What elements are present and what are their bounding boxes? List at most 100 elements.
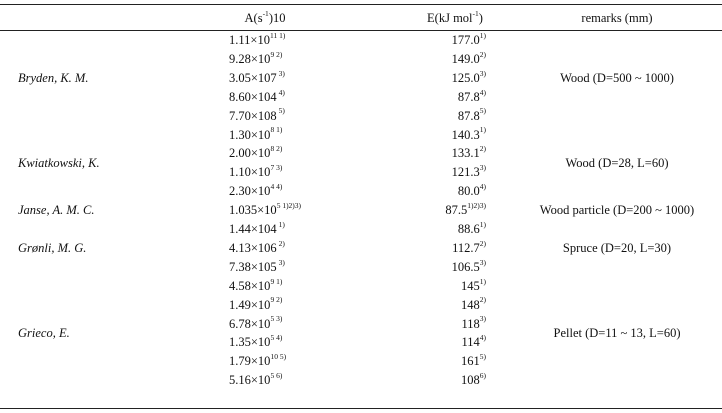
header-rule <box>0 30 722 31</box>
bottom-rule <box>0 408 722 409</box>
cell-e-value: 140.3 <box>451 127 480 142</box>
cell-e-value: 87.5 <box>445 203 468 218</box>
cell-a-sup: 3) <box>276 68 285 78</box>
cell-a-sup: 5 6) <box>270 371 283 381</box>
cell-e: 1183) <box>428 314 486 331</box>
cell-e-sup: 4) <box>479 182 486 192</box>
cell-e-sup: 3) <box>479 314 486 324</box>
header-col-a-main: A(s <box>244 11 263 25</box>
header-col-a-tail: )10 <box>268 11 286 25</box>
cell-e: 177.01) <box>428 32 486 47</box>
cell-a: 1.35×105 4) <box>229 334 282 349</box>
cell-e-sup: 1) <box>479 276 486 286</box>
cell-e-value: 114 <box>461 335 480 350</box>
cell-a-value: 1.10×10 <box>229 165 271 180</box>
top-rule <box>0 4 722 5</box>
remark-text: Wood particle (D=200 ~ 1000) <box>539 203 695 218</box>
cell-e-value: 161 <box>461 354 480 369</box>
author-name: Kwiatkowski, K. <box>18 155 100 170</box>
cell-a-sup: 4 4) <box>270 182 283 192</box>
cell-e-value: 148 <box>461 297 480 312</box>
author-name: Grieco, E. <box>18 325 70 340</box>
cell-a-value: 1.49×10 <box>229 297 271 312</box>
cell-e: 1086) <box>428 371 486 388</box>
cell-a-sup: 2) <box>276 238 285 248</box>
cell-e-value: 149.0 <box>451 51 480 66</box>
cell-e-sup: 1) <box>479 125 486 135</box>
remark-text: Pellet (D=11 ~ 13, L=60) <box>553 325 681 340</box>
cell-a: 1.44×104 1) <box>229 219 285 236</box>
header-col-a-sup: -1 <box>262 8 269 18</box>
author-name: Janse, A. M. C. <box>18 203 95 218</box>
cell-a: 5.16×105 6) <box>229 371 283 387</box>
cell-a: 1.49×109 2) <box>229 295 283 312</box>
cell-e-value: 108 <box>461 373 480 388</box>
header-col-a: A(s-1)10 <box>215 8 315 25</box>
cell-e-value: 80.0 <box>457 184 480 199</box>
cell-e-sup: 4) <box>479 87 486 97</box>
cell-e-value: 112.7 <box>452 240 480 255</box>
cell-e-value: 145 <box>461 278 480 293</box>
cell-a-value: 4.58×10 <box>229 278 271 293</box>
cell-e-value: 106.5 <box>451 259 480 274</box>
cell-a: 1.79×1010 5) <box>229 352 287 369</box>
cell-a-sup: 11 1) <box>269 30 286 40</box>
cell-e: 1482) <box>428 295 486 312</box>
cell-e-sup: 3) <box>479 257 486 267</box>
cell-a-value: 3.05×107 <box>229 70 277 85</box>
cell-a: 1.11×1011 1) <box>229 30 286 47</box>
cell-a-sup: 9 2) <box>270 295 283 305</box>
cell-a-sup: 5 1)2)3) <box>276 200 302 210</box>
cell-a-value: 6.78×10 <box>229 316 271 331</box>
cell-e-sup: 3) <box>479 163 486 173</box>
cell-a-sup: 9 1) <box>270 276 283 286</box>
cell-e: 88.61) <box>428 219 486 236</box>
cell-e: 121.33) <box>428 163 486 180</box>
cell-e-value: 88.6 <box>457 222 480 236</box>
cell-a-sup: 10 5) <box>270 352 287 362</box>
cell-e-value: 125.0 <box>451 70 480 85</box>
cell-a-sup: 8 2) <box>270 144 283 154</box>
cell-e-sup: 6) <box>479 371 486 381</box>
cell-a-sup: 5) <box>276 106 285 116</box>
cell-a: 2.00×108 2) <box>229 144 283 161</box>
cell-e: 87.85) <box>428 107 486 122</box>
cell-a-value: 2.00×10 <box>229 146 271 161</box>
cell-e-sup: 3) <box>479 68 486 78</box>
cell-e: 149.02) <box>428 50 486 66</box>
cell-a-sup: 5 3) <box>270 314 283 324</box>
cell-e-sup: 2) <box>479 295 486 305</box>
cell-e-value: 121.3 <box>451 165 480 180</box>
cell-e: 87.51)2)3) <box>428 202 486 218</box>
cell-e-value: 118 <box>461 316 480 331</box>
author-name: Bryden, K. M. <box>18 70 89 85</box>
header-col-e-main: E(kJ mol <box>427 11 473 25</box>
cell-e-value: 133.1 <box>451 146 480 161</box>
cell-a: 9.28×109 2) <box>229 49 283 66</box>
cell-a-sup: 9 2) <box>270 49 283 59</box>
cell-e: 87.84) <box>428 87 486 104</box>
remark-text: Wood (D=28, L=60) <box>565 155 669 170</box>
cell-a: 8.60×104 4) <box>229 87 285 104</box>
cell-e: 133.12) <box>428 145 486 161</box>
cell-a-value: 1.30×10 <box>229 127 271 142</box>
cell-a: 3.05×107 3) <box>229 68 285 85</box>
cell-e: 125.03) <box>428 68 486 85</box>
cell-e-sup: 1) <box>479 219 486 229</box>
cell-a: 6.78×105 3) <box>229 314 283 331</box>
cell-a-value: 4.13×106 <box>229 240 277 255</box>
cell-a-value: 1.79×10 <box>229 354 271 369</box>
cell-a: 2.30×104 4) <box>229 182 283 198</box>
cell-a-sup: 4) <box>276 87 285 97</box>
cell-a-value: 9.28×10 <box>229 51 271 66</box>
author-name: Grønli, M. G. <box>18 240 87 255</box>
cell-a: 1.10×107 3) <box>229 164 282 180</box>
cell-e-value: 87.8 <box>457 89 480 104</box>
cell-e: 1451) <box>428 276 486 293</box>
cell-a: 4.58×109 1) <box>229 276 283 293</box>
cell-a-value: 8.60×104 <box>229 89 277 104</box>
cell-e-sup: 2) <box>479 238 486 248</box>
cell-a-sup: 1) <box>276 219 285 229</box>
cell-a-value: 7.70×108 <box>229 108 277 123</box>
remark-text: Spruce (D=20, L=30) <box>562 240 672 255</box>
